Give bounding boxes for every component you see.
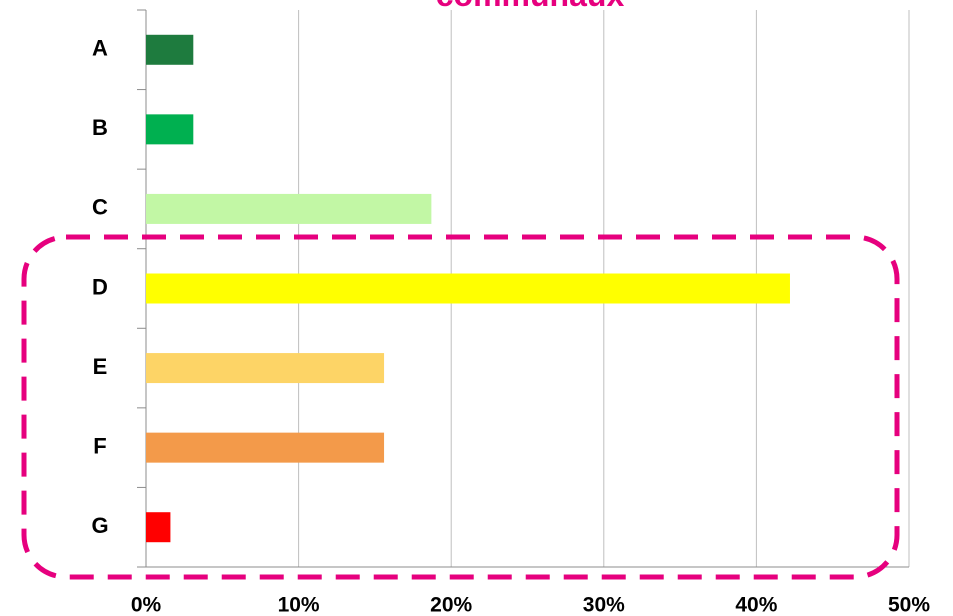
- bar: [146, 353, 385, 384]
- x-tick-label: 10%: [278, 594, 320, 616]
- bar: [146, 512, 171, 543]
- chart-title: communaux: [436, 0, 625, 13]
- y-tick-label: B: [92, 115, 108, 140]
- highlight-box: [21, 234, 900, 580]
- bar: [146, 273, 790, 304]
- plot-area: 0% 10% 20% 30% 40% 50% A B C D E F G: [91, 9, 930, 616]
- y-tick-label: E: [93, 354, 108, 379]
- bar: [146, 432, 385, 463]
- bar: [146, 34, 194, 65]
- x-tick-label: 20%: [430, 594, 472, 616]
- bar: [146, 114, 194, 145]
- y-tick-label: G: [91, 513, 108, 538]
- bar: [146, 193, 432, 224]
- x-tick-label: 0%: [131, 594, 162, 616]
- y-tick-label: F: [93, 433, 106, 458]
- y-tick-label: C: [92, 195, 108, 220]
- y-tick-label: D: [92, 274, 108, 299]
- x-tick-label: 50%: [888, 594, 930, 616]
- x-tick-label: 30%: [583, 594, 625, 616]
- y-tick-label: A: [92, 36, 108, 61]
- x-tick-label: 40%: [735, 594, 777, 616]
